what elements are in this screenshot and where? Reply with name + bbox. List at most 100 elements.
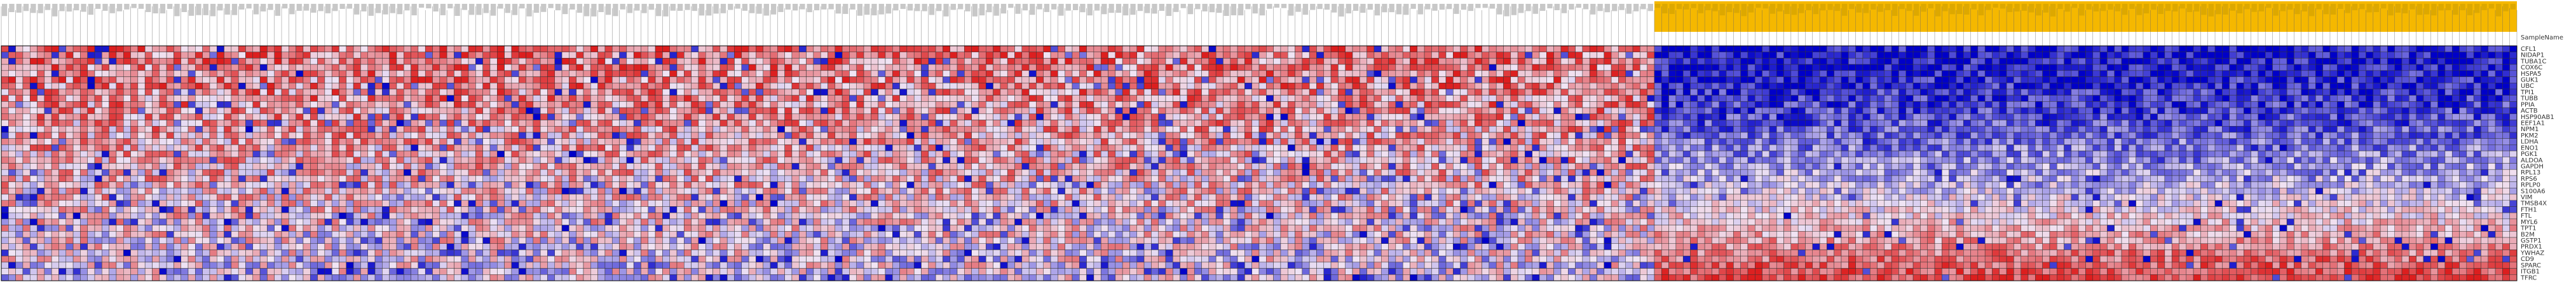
- heatmap-cell: [1517, 64, 1525, 71]
- heatmap-cell: [1388, 52, 1396, 59]
- heatmap-cell: [1697, 83, 1705, 90]
- heatmap-cell: [2502, 113, 2510, 120]
- heatmap-cell: [1360, 107, 1367, 115]
- heatmap-cell: [1345, 88, 1353, 95]
- heatmap-cell: [1093, 107, 1101, 115]
- column-header-label: [857, 4, 863, 16]
- column-header-label: [742, 4, 748, 11]
- heatmap-cell: [1525, 58, 1532, 65]
- column-header-label: [1454, 4, 1459, 14]
- heatmap-cell: [310, 45, 318, 52]
- heatmap-cell: [1251, 83, 1260, 90]
- heatmap-cell: [2358, 88, 2366, 95]
- heatmap-cell: [2466, 95, 2474, 102]
- heatmap-cell: [626, 88, 634, 95]
- heatmap-cell: [583, 113, 591, 120]
- heatmap-cell: [2315, 107, 2323, 115]
- heatmap-cell: [1675, 95, 1684, 102]
- heatmap-cell: [116, 70, 124, 77]
- heatmap-cell: [1597, 64, 1605, 71]
- heatmap-cell: [1654, 83, 1662, 90]
- heatmap-cell: [1963, 95, 1971, 102]
- column-header-label: [303, 4, 310, 11]
- heatmap-cell: [619, 113, 627, 120]
- heatmap-cell: [289, 113, 296, 120]
- heatmap-cell: [1877, 64, 1885, 71]
- column-header-label: [1971, 4, 1977, 10]
- heatmap-cell: [1977, 70, 1986, 77]
- heatmap-cell: [245, 113, 254, 120]
- column-header-label: [1806, 4, 1811, 11]
- heatmap-cell: [526, 88, 534, 95]
- heatmap-cell: [2186, 88, 2194, 95]
- heatmap-cell: [1173, 107, 1180, 115]
- heatmap-cell: [1352, 52, 1360, 59]
- heatmap-cell: [2136, 76, 2144, 83]
- heatmap-cell: [533, 64, 541, 71]
- heatmap-cell: [1819, 88, 1827, 95]
- heatmap-cell: [1028, 88, 1037, 95]
- heatmap-cell: [1129, 58, 1138, 65]
- heatmap-cell: [2322, 52, 2331, 59]
- heatmap-cell: [1841, 95, 1849, 102]
- heatmap-cell: [1568, 107, 1576, 115]
- heatmap-cell: [504, 76, 512, 83]
- heatmap-cell: [1927, 70, 1935, 77]
- heatmap-cell: [58, 58, 67, 65]
- heatmap-cell: [835, 107, 843, 115]
- heatmap-cell: [382, 120, 390, 127]
- heatmap-cell: [1905, 113, 1914, 120]
- heatmap-cell: [15, 45, 24, 52]
- heatmap-cell: [2129, 58, 2136, 65]
- column-header-label: [893, 4, 899, 11]
- column-header-label: [1461, 4, 1466, 10]
- heatmap-cell: [109, 101, 117, 108]
- heatmap-cell: [360, 101, 368, 108]
- heatmap-cell: [1287, 52, 1295, 59]
- heatmap-cell: [130, 107, 139, 115]
- heatmap-cell: [1223, 70, 1231, 77]
- heatmap-cell: [1503, 113, 1511, 120]
- heatmap-cell: [202, 88, 210, 95]
- heatmap-cell: [130, 120, 139, 127]
- heatmap-cell: [44, 113, 52, 120]
- column-header-label: [426, 4, 432, 9]
- column-header-label: [1015, 4, 1021, 14]
- heatmap-cell: [719, 113, 728, 120]
- heatmap-cell: [1942, 52, 1949, 59]
- heatmap-cell: [1640, 70, 1647, 77]
- heatmap-cell: [1258, 88, 1267, 95]
- heatmap-cell: [1316, 58, 1325, 65]
- heatmap-cell: [2373, 88, 2381, 95]
- heatmap-cell: [1949, 101, 1957, 108]
- column-header-label: [31, 4, 36, 13]
- heatmap-cell: [1632, 76, 1640, 83]
- heatmap-cell: [2322, 95, 2331, 102]
- heatmap-cell: [1546, 83, 1554, 90]
- heatmap-cell: [1877, 45, 1885, 52]
- heatmap-cell: [540, 83, 548, 90]
- heatmap-cell: [2179, 52, 2187, 59]
- heatmap-cell: [367, 70, 376, 77]
- heatmap-cell: [2509, 64, 2518, 71]
- heatmap-cell: [1949, 113, 1957, 120]
- heatmap-cell: [331, 120, 339, 127]
- heatmap-cell: [1632, 52, 1640, 59]
- heatmap-cell: [748, 83, 756, 90]
- heatmap-cell: [676, 88, 685, 95]
- heatmap-cell: [2071, 52, 2079, 59]
- heatmap-cell: [1589, 70, 1597, 77]
- heatmap-cell: [152, 101, 160, 108]
- heatmap-cell: [44, 58, 52, 65]
- heatmap-cell: [1682, 113, 1691, 120]
- heatmap-cell: [1165, 107, 1173, 115]
- heatmap-cell: [1668, 95, 1677, 102]
- heatmap-cell: [1352, 88, 1360, 95]
- heatmap-cell: [1898, 52, 1907, 59]
- heatmap-cell: [1827, 64, 1834, 71]
- heatmap-cell: [195, 120, 203, 127]
- heatmap-cell: [1453, 45, 1461, 52]
- heatmap-cell: [1194, 83, 1202, 90]
- heatmap-cell: [15, 70, 24, 77]
- heatmap-cell: [1525, 88, 1532, 95]
